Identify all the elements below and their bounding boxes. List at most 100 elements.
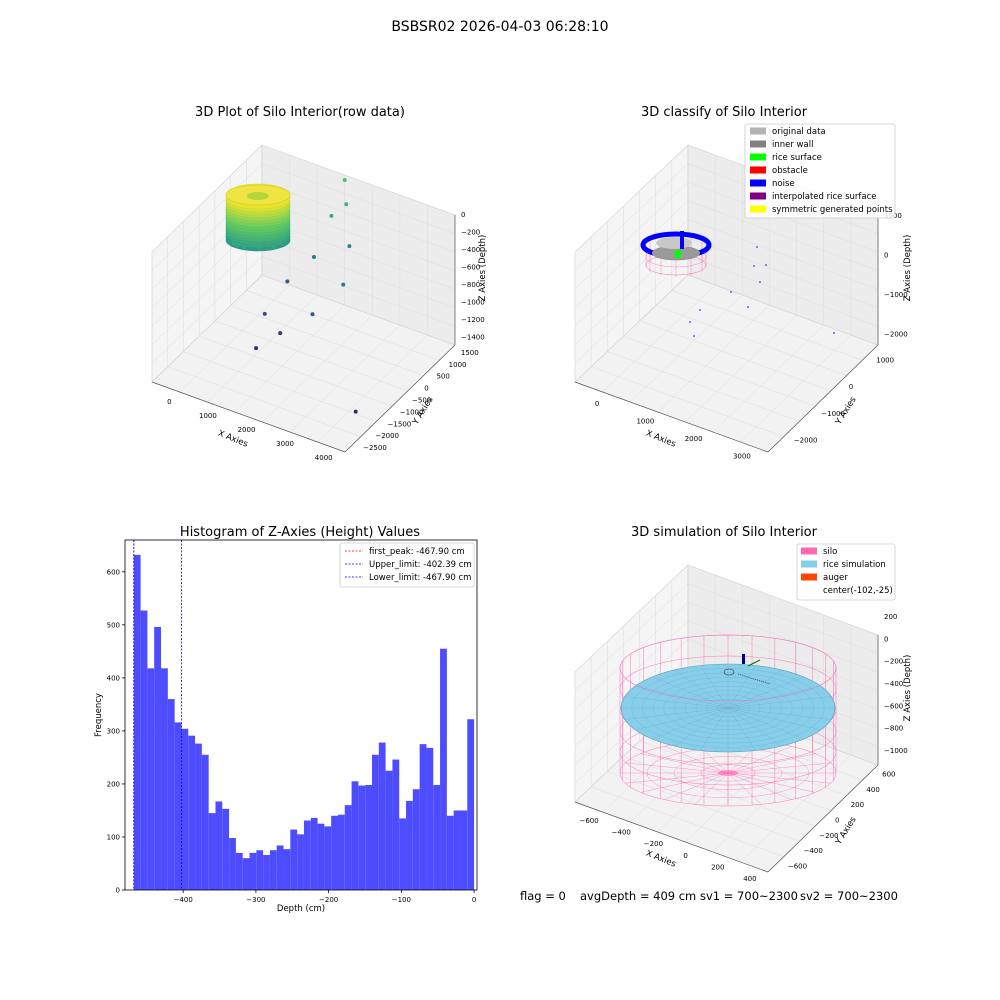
grid-line (629, 294, 743, 403)
grid-line (607, 351, 800, 422)
legend-swatch (750, 192, 766, 200)
panel-classify-3d: 3D classify of Silo Interior 0 1000 2000 30… (574, 105, 913, 461)
tick-label: 1000 (636, 417, 654, 425)
grid-line (317, 334, 428, 443)
legend-label: Lower_limit: -467.90 cm (369, 573, 471, 583)
panel1-z-ticks: 0 −200 −400 −600 −800 −1000 −1200 −1400 (461, 211, 485, 342)
silo-wire-top (619, 634, 837, 702)
rice-mesh-spoke (624, 696, 729, 709)
tick-label: 1500 (461, 349, 479, 357)
histogram-bar (276, 845, 284, 890)
histogram-bar (419, 744, 427, 890)
tick-label: −200 (644, 840, 663, 848)
data-point (254, 346, 259, 351)
cluster-drip-point (242, 245, 246, 249)
tick-label: −1000 (461, 298, 485, 306)
rice-mesh-spoke (727, 669, 782, 709)
grid-line (740, 334, 852, 443)
legend-swatch (801, 573, 817, 581)
histogram-bar (249, 852, 257, 890)
panel2-x-ticks: 0 1000 2000 3000 (595, 400, 751, 461)
histogram-bar (372, 754, 379, 890)
tick-label: −400 (804, 847, 823, 855)
rice-mesh-spoke (635, 707, 729, 731)
histogram-bar (167, 699, 175, 890)
panel-raw-data-3d: 3D Plot of Silo Interior(row data) 0 1000… (151, 105, 488, 462)
grid-line (685, 314, 797, 423)
grid-line (574, 163, 689, 271)
rice-mesh-spoke (700, 707, 729, 751)
grid-line (183, 351, 377, 422)
grid-line (712, 744, 824, 853)
data-point (344, 202, 349, 207)
tick-label: 0 (884, 635, 888, 643)
tick-label: −1000 (884, 747, 908, 755)
grid-line (623, 755, 816, 827)
panel2-z-label: Z Axies (Depth) (903, 235, 913, 302)
histogram-bar (399, 818, 407, 890)
grid-line (574, 601, 689, 710)
cluster-drip-point (252, 243, 256, 247)
grid-line (261, 163, 456, 234)
histogram-bars (133, 554, 475, 890)
grid-line (167, 366, 361, 437)
legend-label: auger (823, 573, 848, 583)
grid-line (574, 200, 689, 308)
tick-label: 2000 (238, 426, 256, 434)
rice-mesh-spoke (727, 707, 832, 720)
histogram-bar (467, 719, 475, 890)
x-tick-label: −100 (392, 896, 411, 904)
grid-line (687, 256, 879, 327)
data-point (341, 282, 346, 287)
tick-label: −500 (412, 397, 431, 405)
tick-label: 0 (461, 211, 465, 219)
histogram-bar (337, 814, 345, 890)
tick-label: 0 (884, 251, 888, 259)
grid-line (574, 219, 689, 327)
grid-line (179, 284, 290, 393)
panel1-axes-box (151, 144, 456, 453)
y-axis-line (767, 764, 879, 873)
histogram-bar (358, 785, 366, 890)
x-axis-line (574, 801, 769, 873)
rice-mesh-spoke (727, 707, 782, 747)
tick-label: 200 (884, 613, 897, 621)
data-point (310, 312, 315, 317)
tick-label: −600 (884, 702, 903, 710)
histogram-bar (331, 815, 338, 890)
legend-swatch (750, 166, 766, 174)
panel2-legend: original data inner wall rice surface obsta… (744, 123, 896, 219)
auger-marker (723, 668, 735, 676)
panel1-x-ticks: 0 1000 2000 3000 4000 (167, 398, 333, 462)
panel2-axes-box (574, 144, 879, 453)
legend-label: original data (772, 127, 826, 137)
grid-line (607, 771, 800, 842)
histogram-bar (208, 813, 216, 890)
histogram-legend: first_peak: -467.90 cm Upper_limit: -402.… (339, 542, 475, 588)
grid-line (261, 200, 456, 271)
x-tick-label: −200 (319, 896, 338, 904)
grid-line (687, 583, 879, 654)
histogram-bar (283, 849, 291, 890)
histogram-bar (269, 850, 277, 890)
grid-line (671, 290, 863, 361)
legend-label: first_peak: -467.90 cm (369, 547, 465, 557)
tick-label: −1500 (388, 420, 412, 428)
grid-line (591, 786, 784, 857)
tick-label: −200 (819, 832, 838, 840)
y-tick-label: 200 (107, 780, 120, 788)
tick-label: 3000 (276, 440, 294, 448)
grid-line (574, 181, 689, 290)
panel4-title: 3D simulation of Silo Interior (631, 525, 818, 540)
histogram-x-label: Depth (cm) (277, 904, 325, 914)
silo-bottom-center (718, 770, 738, 776)
histogram-bar (229, 838, 236, 890)
panel1-outlier-points (254, 178, 358, 414)
histogram-bar (365, 785, 373, 890)
legend-swatch (801, 547, 817, 555)
histogram-bar (406, 800, 413, 890)
grid-line (199, 335, 393, 407)
histogram-bar (344, 805, 352, 890)
tick-label: −200 (461, 228, 480, 236)
silo-wire-ring (673, 756, 783, 790)
